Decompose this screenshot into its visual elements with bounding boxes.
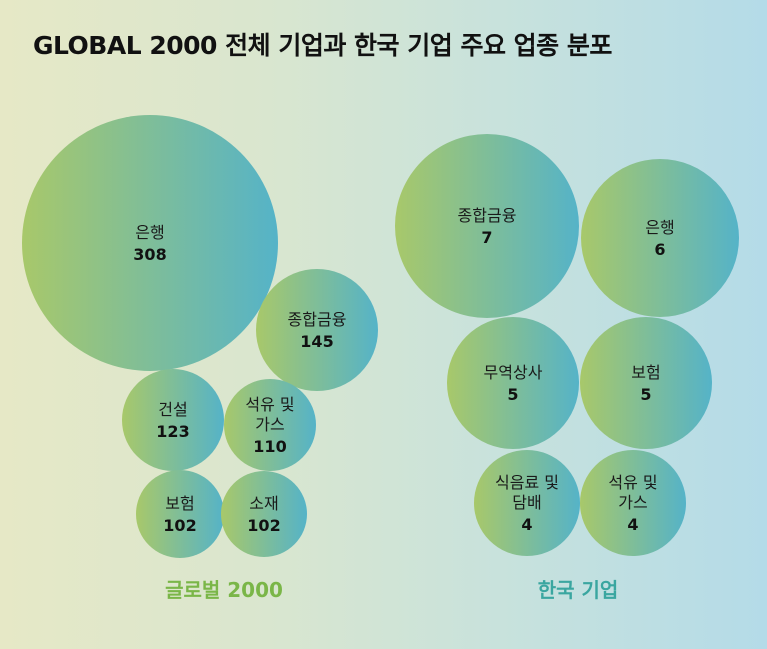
bubble-value: 110 — [253, 437, 286, 456]
bubble-label: 담배 — [512, 493, 541, 512]
bubble-global-2 — [122, 369, 224, 471]
bubble-label: 은행 — [135, 223, 164, 242]
bubble-label: 가스 — [618, 493, 647, 512]
bubble-value: 7 — [481, 228, 492, 247]
bubble-label: 종합금융 — [288, 310, 347, 329]
bubble-label: 무역상사 — [484, 363, 543, 382]
bubble-value: 308 — [133, 245, 166, 264]
bubble-global-1 — [256, 269, 378, 391]
bubble-global-0 — [22, 115, 278, 371]
bubble-global-4 — [136, 470, 224, 558]
bubble-global-3 — [224, 379, 316, 471]
bubble-label: 석유 및 — [608, 473, 657, 492]
bubble-korea-3 — [580, 317, 712, 449]
bubble-label: 석유 및 — [245, 395, 294, 414]
bubble-value: 6 — [654, 240, 665, 259]
bubble-value: 102 — [247, 516, 280, 535]
bubble-label: 건설 — [158, 400, 187, 419]
global-group-label: 글로벌 2000 — [165, 578, 283, 602]
bubble-label: 보험 — [631, 363, 660, 382]
bubble-label: 종합금융 — [458, 206, 517, 225]
bubble-value: 4 — [521, 515, 532, 534]
bubble-label: 보험 — [165, 494, 194, 513]
chart-title: GLOBAL 2000 전체 기업과 한국 기업 주요 업종 분포 — [33, 31, 612, 60]
bubble-korea-1 — [581, 159, 739, 317]
bubble-label: 소재 — [249, 494, 278, 513]
bubble-label: 가스 — [255, 415, 284, 434]
bubble-value: 5 — [640, 385, 651, 404]
bubble-value: 102 — [163, 516, 196, 535]
bubble-global-5 — [221, 471, 307, 557]
bubble-value: 123 — [156, 422, 189, 441]
bubble-value: 145 — [300, 332, 333, 351]
korea-group-label: 한국 기업 — [538, 578, 619, 602]
bubble-label: 은행 — [645, 218, 674, 237]
bubble-value: 4 — [627, 515, 638, 534]
bubble-label: 식음료 및 — [495, 473, 559, 492]
bubble-korea-4 — [474, 450, 580, 556]
bubble-korea-5 — [580, 450, 686, 556]
bubble-korea-2 — [447, 317, 579, 449]
bubble-korea-0 — [395, 134, 579, 318]
bubble-value: 5 — [507, 385, 518, 404]
